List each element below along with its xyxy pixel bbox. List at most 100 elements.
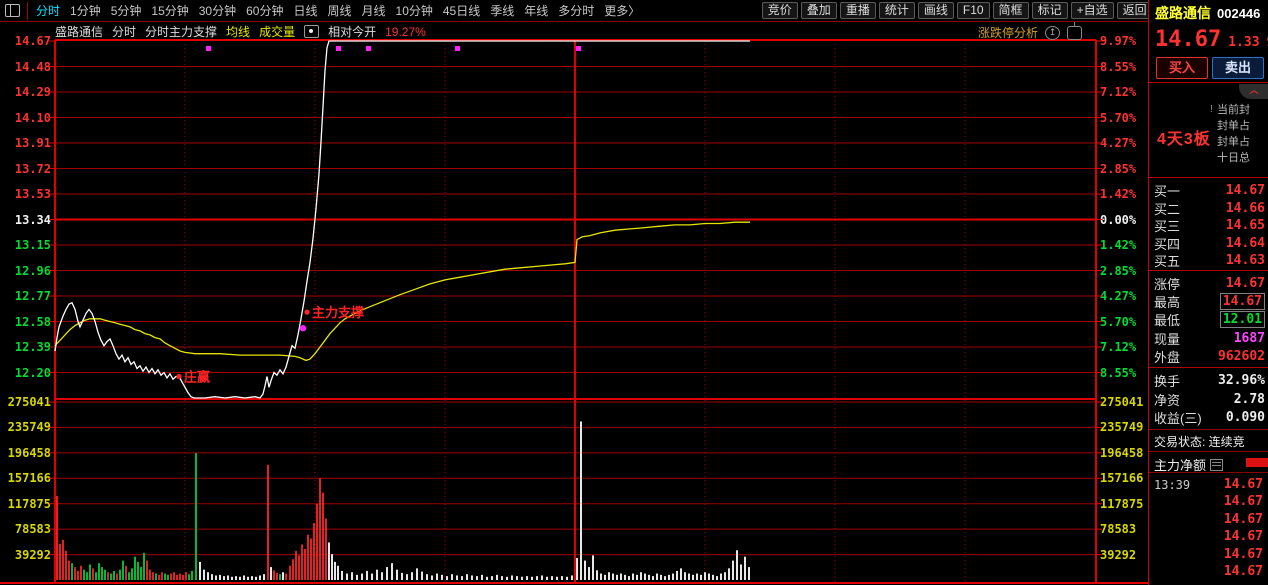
top-toolbar: 分时 1分钟 5分钟 15分钟 30分钟 60分钟 日线 周线 月线 10分钟 45日线 季线 年线 多分… bbox=[0, 0, 1268, 22]
pct-axis-label: 2.85% bbox=[1100, 161, 1137, 176]
indicator-name[interactable]: 分时主力支撑 bbox=[145, 25, 218, 39]
price-line bbox=[54, 40, 750, 399]
toolbar-button-4[interactable]: 画线 bbox=[917, 2, 954, 19]
main-net-bar bbox=[1246, 458, 1268, 467]
bid-row-1: 买二 14.66 bbox=[1154, 200, 1265, 217]
toolbar-button-3[interactable]: 统计 bbox=[878, 2, 915, 19]
pct-axis-label: 1.42% bbox=[1100, 187, 1137, 201]
panel-toggle-icon[interactable] bbox=[1067, 25, 1083, 40]
price-axis-label: 13.91 bbox=[14, 136, 51, 150]
period-tab-5[interactable]: 60分钟 bbox=[246, 4, 284, 18]
camera-icon[interactable] bbox=[304, 25, 320, 38]
volume-axis-label: 39292 bbox=[14, 547, 51, 562]
stat-row-现量-label: 现量 bbox=[1154, 331, 1181, 347]
bid-row-2: 买三 14.65 bbox=[1154, 217, 1265, 234]
stat-row-涨停: 涨停 14.67 bbox=[1154, 275, 1265, 292]
period-tab-9[interactable]: 10分钟 bbox=[395, 4, 433, 18]
split-layout-icon[interactable] bbox=[5, 4, 20, 17]
period-tab-8[interactable]: 月线 bbox=[361, 4, 386, 18]
limit-marker bbox=[206, 46, 211, 51]
stat-row-最高-label: 最高 bbox=[1154, 295, 1181, 311]
price-axis-label: 14.48 bbox=[14, 59, 51, 74]
toolbar-button-2[interactable]: 重播 bbox=[839, 2, 876, 19]
bid-row-3-label: 买四 bbox=[1154, 236, 1181, 252]
toolbar-button-6[interactable]: 简框 bbox=[992, 2, 1029, 19]
toolbar-button-5[interactable]: F10 bbox=[956, 2, 990, 19]
price-axis-label: 14.29 bbox=[14, 85, 51, 99]
volume-link[interactable]: 成交量 bbox=[259, 25, 296, 39]
period-tab-11[interactable]: 季线 bbox=[490, 4, 515, 18]
ma-link[interactable]: 均线 bbox=[226, 25, 251, 39]
last-price: 14.67 bbox=[1155, 27, 1222, 52]
chart-period-label: 分时 bbox=[112, 25, 137, 39]
tick-row-0: 13:39 14.67 bbox=[1154, 476, 1263, 493]
limit-analysis-link[interactable]: 涨跌停分析 bbox=[978, 26, 1039, 40]
volume-axis-label: 78583 bbox=[14, 522, 51, 537]
annotation-dot bbox=[304, 309, 310, 315]
sell-button[interactable]: 卖出 bbox=[1212, 57, 1264, 79]
period-tab-2[interactable]: 5分钟 bbox=[110, 4, 142, 18]
volume-axis-label: 275041 bbox=[1100, 395, 1144, 409]
relative-open-value: 19.27% bbox=[385, 24, 426, 39]
annotation-text: 庄赢 bbox=[184, 370, 210, 385]
panel-divider bbox=[1149, 270, 1268, 271]
stat-row-外盘-value: 962602 bbox=[1218, 348, 1265, 364]
panel-divider bbox=[1149, 177, 1268, 178]
volume-axis-label: 39292 bbox=[1100, 547, 1137, 562]
tick-time: 13:39 bbox=[1154, 477, 1191, 492]
stat-row-现量-value: 1687 bbox=[1233, 330, 1265, 346]
price-axis-label: 12.39 bbox=[14, 340, 51, 354]
period-tab-12[interactable]: 年线 bbox=[524, 4, 549, 18]
stat-row-外盘-label: 外盘 bbox=[1154, 349, 1181, 365]
trade-status: 交易状态: 连续竞 bbox=[1154, 435, 1245, 449]
period-tab-10[interactable]: 45日线 bbox=[442, 4, 481, 18]
volume-axis-label: 117875 bbox=[7, 496, 51, 511]
stat-row-净资-value: 2.78 bbox=[1233, 391, 1265, 407]
toolbar-button-8[interactable]: +自选 bbox=[1070, 2, 1114, 19]
bid-row-3: 买四 14.64 bbox=[1154, 235, 1265, 252]
limit-marker bbox=[366, 46, 371, 51]
pct-axis-label: 1.42% bbox=[1100, 238, 1137, 252]
price-axis-label: 13.15 bbox=[14, 238, 51, 252]
period-tab-0[interactable]: 分时 bbox=[36, 4, 61, 18]
buy-button[interactable]: 买入 bbox=[1156, 57, 1208, 79]
panel-stock-code: 002446 bbox=[1217, 6, 1261, 21]
price-axis-label: 13.34 bbox=[14, 212, 51, 227]
tick-price: 14.67 bbox=[1223, 477, 1263, 492]
circle-up-arrow-icon[interactable]: ↥ bbox=[1045, 25, 1061, 40]
seal-info-line-0: 当前封 bbox=[1217, 104, 1250, 116]
stat-row-收益(三)-label: 收益(三) bbox=[1154, 411, 1202, 426]
bid-row-0-value: 14.67 bbox=[1225, 183, 1265, 198]
price-axis-label: 12.20 bbox=[14, 365, 51, 380]
period-tab-13[interactable]: 多分时 bbox=[558, 4, 595, 18]
period-tab-6[interactable]: 日线 bbox=[293, 4, 318, 18]
limit-marker bbox=[576, 46, 581, 51]
pct-axis-label: 8.55% bbox=[1100, 59, 1137, 74]
period-tab-14[interactable]: 更多〉 bbox=[604, 4, 641, 18]
limit-marker bbox=[455, 46, 460, 51]
period-tab-4[interactable]: 30分钟 bbox=[198, 4, 237, 18]
price-axis-label: 14.67 bbox=[14, 34, 51, 48]
panel-stock-name: 盛路通信 bbox=[1155, 5, 1211, 21]
list-icon[interactable] bbox=[1210, 458, 1224, 471]
volume-axis-label: 117875 bbox=[1100, 496, 1144, 511]
price-change: 1.33 bbox=[1228, 35, 1260, 50]
price-axis-label: 12.77 bbox=[14, 289, 51, 303]
stat-row-净资: 净资 2.78 bbox=[1154, 391, 1265, 408]
seal-info-line-2: 封单占 bbox=[1217, 136, 1250, 148]
bid-row-0: 买一 14.67 bbox=[1154, 182, 1265, 199]
toolbar-button-7[interactable]: 标记 bbox=[1031, 2, 1068, 19]
toolbar-button-1[interactable]: 叠加 bbox=[800, 2, 837, 19]
stat-row-涨停-value: 14.67 bbox=[1225, 276, 1265, 291]
pct-axis-label: 8.55% bbox=[1100, 365, 1137, 380]
collapse-tab[interactable]: ︿ bbox=[1239, 84, 1268, 99]
period-tab-3[interactable]: 15分钟 bbox=[151, 4, 189, 18]
period-tab-7[interactable]: 周线 bbox=[327, 4, 352, 18]
bid-row-1-value: 14.66 bbox=[1225, 200, 1265, 216]
stat-row-现量: 现量 1687 bbox=[1154, 330, 1265, 347]
period-tab-1[interactable]: 1分钟 bbox=[70, 4, 101, 18]
toolbar-button-0[interactable]: 竞价 bbox=[761, 2, 798, 19]
chart-header: 盛路通信 分时 分时主力支撑 均线 成交量 相对今开 19.27% bbox=[55, 24, 426, 40]
panel-divider bbox=[1149, 367, 1268, 368]
